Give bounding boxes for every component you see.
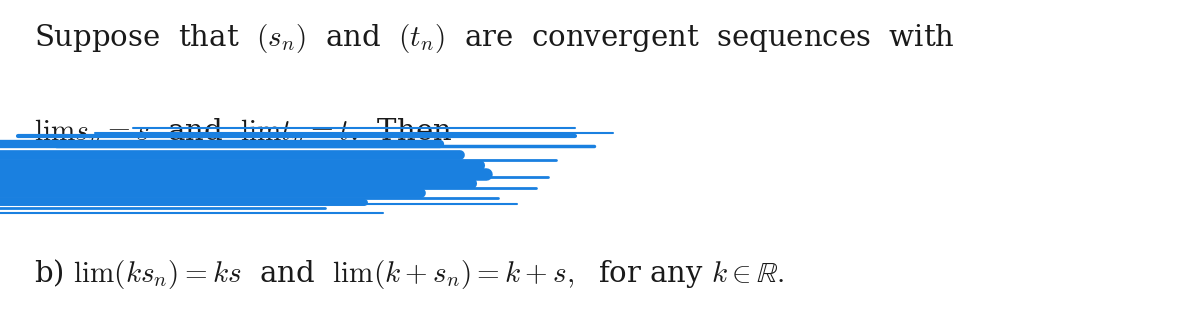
Text: Suppose  that  $(s_n)$  and  $(t_n)$  are  convergent  sequences  with: Suppose that $(s_n)$ and $(t_n)$ are con… (34, 22, 954, 55)
Text: b) $\lim (ks_n) = ks$  and  $\lim (k + s_n) = k + s,$  for any $k \in \mathbb{R}: b) $\lim (ks_n) = ks$ and $\lim (k + s_n… (34, 257, 784, 291)
Text: $\lim s_n = s$  and  $\lim t_n = t$.  Then: $\lim s_n = s$ and $\lim t_n = t$. Then (34, 116, 451, 147)
